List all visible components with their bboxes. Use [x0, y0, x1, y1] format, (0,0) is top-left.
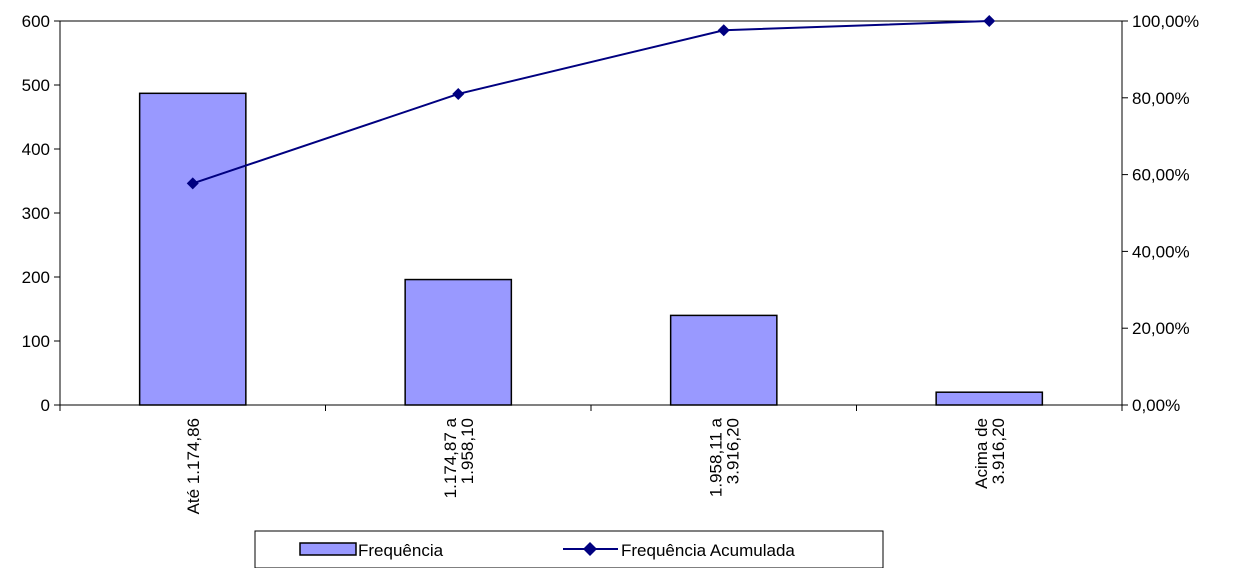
y-right-tick-label: 60,00%: [1132, 166, 1190, 185]
category-label-3: 3.916,20: [723, 418, 742, 484]
y-left-tick-label: 100: [22, 332, 50, 351]
legend-bar-swatch: [299, 542, 357, 556]
y-right-tick-label: 0,00%: [1132, 396, 1180, 415]
category-label-4: Acima de: [972, 418, 991, 489]
bar-3: [669, 314, 778, 406]
category-label-2: 1.174,87 a: [441, 417, 460, 498]
y-right-tick-label: 100,00%: [1132, 12, 1199, 31]
y-right-tick-label: 40,00%: [1132, 242, 1190, 261]
category-label-4: 3.916,20: [989, 418, 1008, 484]
bar-2: [404, 278, 513, 406]
y-left-tick-label: 400: [22, 140, 50, 159]
y-left-tick-label: 200: [22, 268, 50, 287]
y-left-tick-label: 0: [41, 396, 50, 415]
cumulative-point-3: [717, 24, 730, 37]
y-left-tick-label: 600: [22, 12, 50, 31]
bar-4: [935, 391, 1044, 406]
y-right-tick-label: 80,00%: [1132, 89, 1190, 108]
line-series: [186, 15, 996, 190]
bar-1: [138, 92, 247, 406]
legend-label-frequencia: Frequência: [358, 541, 444, 560]
cumulative-point-4: [983, 15, 996, 27]
y-left-tick-label: 500: [22, 76, 50, 95]
category-label-2: 1.958,10: [458, 418, 477, 484]
legend-label-frequencia-acumulada: Frequência Acumulada: [621, 541, 795, 560]
cumulative-point-1: [186, 177, 199, 190]
bar-series: [138, 92, 1044, 406]
legend: Frequência Frequência Acumulada: [254, 530, 884, 568]
cumulative-line: [192, 20, 990, 185]
y-right-tick-label: 20,00%: [1132, 319, 1190, 338]
y-left-tick-label: 300: [22, 204, 50, 223]
category-label-3: 1.958,11 a: [706, 417, 725, 497]
axes: 0 100 200 300 400 500 600 0,00% 20,00% 40,00% 60,0…: [22, 12, 1200, 415]
category-label-1: Até 1.174,86: [184, 418, 203, 514]
category-labels: Até 1.174,86 1.174,87 a1.958,10 1.958,11 a…: [184, 417, 1008, 514]
legend-diamond-marker: [583, 542, 597, 556]
cumulative-point-2: [452, 87, 465, 100]
